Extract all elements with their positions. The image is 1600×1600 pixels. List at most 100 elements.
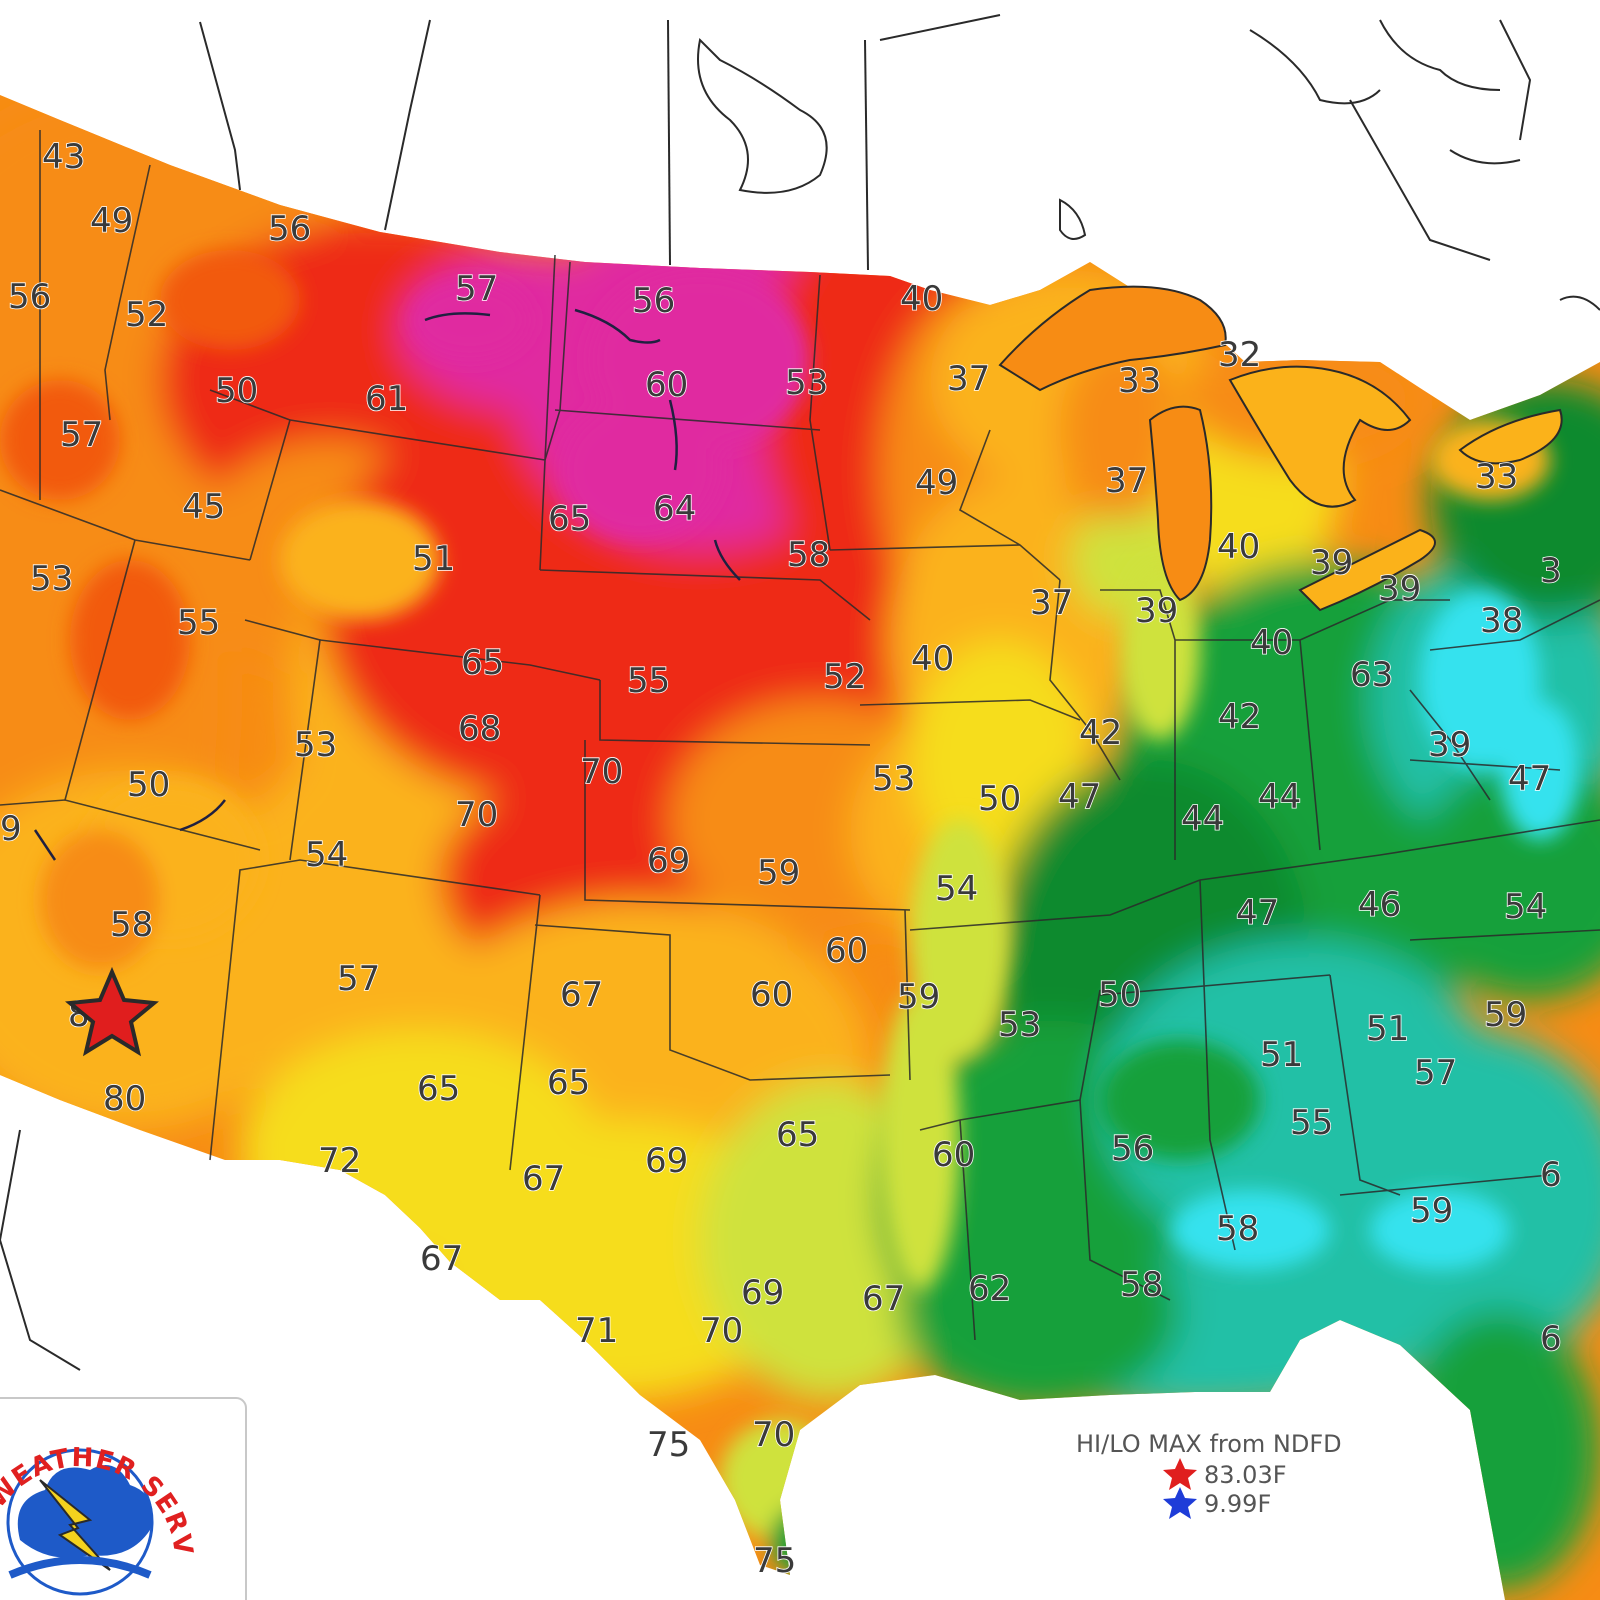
temperature-zone-detail bbox=[70, 560, 190, 720]
temperature-label: 39 bbox=[1135, 591, 1178, 631]
lake-ontario bbox=[1458, 408, 1563, 465]
temperature-label: 56 bbox=[268, 209, 311, 249]
temperature-label: 45 bbox=[182, 487, 225, 527]
temperature-label: 65 bbox=[461, 643, 504, 683]
temperature-label: 55 bbox=[177, 603, 220, 643]
temperature-label: 72 bbox=[318, 1141, 361, 1181]
temperature-label: 58 bbox=[110, 905, 153, 945]
temperature-zone-detail bbox=[410, 280, 530, 360]
temperature-label: 40 bbox=[911, 639, 954, 679]
temperature-label: 59 bbox=[757, 853, 800, 893]
temperature-label: 50 bbox=[127, 765, 170, 805]
temperature-label: 59 bbox=[897, 977, 940, 1017]
legend: HI/LO MAX from NDFD 83.03F 9.99F bbox=[1076, 1430, 1342, 1519]
temperature-label: 53 bbox=[998, 1005, 1041, 1045]
temperature-label: 65 bbox=[776, 1115, 819, 1155]
lake-michigan bbox=[1148, 405, 1213, 602]
temperature-zone-detail bbox=[560, 400, 720, 540]
great-lakes bbox=[998, 285, 1563, 612]
temperature-label: 40 bbox=[1250, 623, 1293, 663]
temperature-label: 49 bbox=[915, 463, 958, 503]
temperature-label: 55 bbox=[627, 661, 670, 701]
temperature-label: 42 bbox=[1079, 713, 1122, 753]
temperature-zone bbox=[1410, 760, 1600, 1000]
temperature-label: 33 bbox=[1118, 361, 1161, 401]
temperature-label: 56 bbox=[632, 281, 675, 321]
temperature-label: 42 bbox=[1218, 697, 1261, 737]
lake-superior bbox=[998, 285, 1227, 392]
legend-title: HI/LO MAX from NDFD bbox=[1076, 1430, 1342, 1458]
temperature-zone-detail bbox=[160, 250, 300, 350]
temperature-label: 49 bbox=[90, 201, 133, 241]
temperature-label: 9 bbox=[0, 809, 22, 849]
temperature-label: 37 bbox=[947, 359, 990, 399]
temperature-label: 37 bbox=[1105, 461, 1148, 501]
temperature-label: 51 bbox=[412, 539, 455, 579]
temperature-label: 43 bbox=[42, 137, 85, 177]
temperature-label: 44 bbox=[1258, 777, 1301, 817]
temperature-label: 75 bbox=[753, 1541, 796, 1581]
temperature-label: 58 bbox=[787, 535, 830, 575]
temperature-label: 32 bbox=[1218, 335, 1261, 375]
temperature-label: 44 bbox=[1181, 799, 1224, 839]
temperature-zone-detail bbox=[40, 830, 160, 970]
lake-erie bbox=[1298, 528, 1436, 612]
state-borders bbox=[0, 130, 1600, 1341]
temperature-label: 65 bbox=[417, 1069, 460, 1109]
temperature-label: 60 bbox=[750, 975, 793, 1015]
temperature-label: 75 bbox=[647, 1425, 690, 1465]
temperature-zone-detail bbox=[280, 500, 440, 620]
temperature-label: 80 bbox=[103, 1079, 146, 1119]
temperature-label: 53 bbox=[30, 559, 73, 599]
temperature-zone bbox=[1060, 340, 1180, 520]
temperature-label: 50 bbox=[1098, 975, 1141, 1015]
temperature-zone-detail bbox=[910, 820, 1010, 1060]
temperature-label: 51 bbox=[1366, 1009, 1409, 1049]
temperature-label: 67 bbox=[420, 1239, 463, 1279]
temperature-label: 69 bbox=[741, 1273, 784, 1313]
temperature-label: 67 bbox=[560, 975, 603, 1015]
canada-outlines bbox=[0, 14, 1600, 1371]
temperature-zone-detail bbox=[1370, 1190, 1510, 1270]
temperature-label: 33 bbox=[1475, 457, 1518, 497]
temperature-label: 70 bbox=[580, 752, 623, 792]
temperature-label: 60 bbox=[645, 365, 688, 405]
temperature-label: 57 bbox=[1414, 1053, 1457, 1093]
temperature-label: 63 bbox=[1350, 655, 1393, 695]
temperature-label: 55 bbox=[1290, 1103, 1333, 1143]
lake-huron bbox=[1228, 365, 1412, 508]
temperature-label: 65 bbox=[547, 1063, 590, 1103]
temperature-label: 52 bbox=[125, 295, 168, 335]
temperature-label: 53 bbox=[872, 759, 915, 799]
temperature-label: 6 bbox=[1540, 1155, 1562, 1195]
temperature-label: 57 bbox=[455, 269, 498, 309]
temperature-label: 52 bbox=[823, 657, 866, 697]
max-temperature-marker bbox=[65, 966, 159, 1057]
temperature-label: 60 bbox=[825, 931, 868, 971]
legend-max-value: 83.03F bbox=[1204, 1461, 1287, 1489]
temperature-zone-detail bbox=[1500, 700, 1580, 840]
temperature-label: 69 bbox=[647, 841, 690, 881]
legend-min-value: 9.99F bbox=[1204, 1490, 1271, 1518]
temperature-zone-detail bbox=[1170, 1190, 1330, 1270]
temperature-label: 50 bbox=[978, 779, 1021, 819]
temperature-label: 62 bbox=[968, 1269, 1011, 1309]
temperature-label: 68 bbox=[458, 709, 501, 749]
temperature-label: 53 bbox=[294, 725, 337, 765]
temperature-label: 39 bbox=[1378, 569, 1421, 609]
temperature-label: 59 bbox=[1410, 1191, 1453, 1231]
temperature-label: 56 bbox=[1111, 1129, 1154, 1169]
temperature-label: 70 bbox=[700, 1311, 743, 1351]
temperature-label: 47 bbox=[1058, 777, 1101, 817]
legend-min-star-icon bbox=[1163, 1487, 1197, 1519]
temperature-label: 60 bbox=[932, 1135, 975, 1175]
rivers bbox=[33, 308, 741, 861]
temperature-label: 40 bbox=[900, 279, 943, 319]
temperature-label: 6 bbox=[1540, 1319, 1562, 1359]
temperature-label: 65 bbox=[548, 499, 591, 539]
temperature-label: 54 bbox=[305, 835, 348, 875]
temperature-label: 51 bbox=[1260, 1035, 1303, 1075]
temperature-label: 71 bbox=[575, 1311, 618, 1351]
